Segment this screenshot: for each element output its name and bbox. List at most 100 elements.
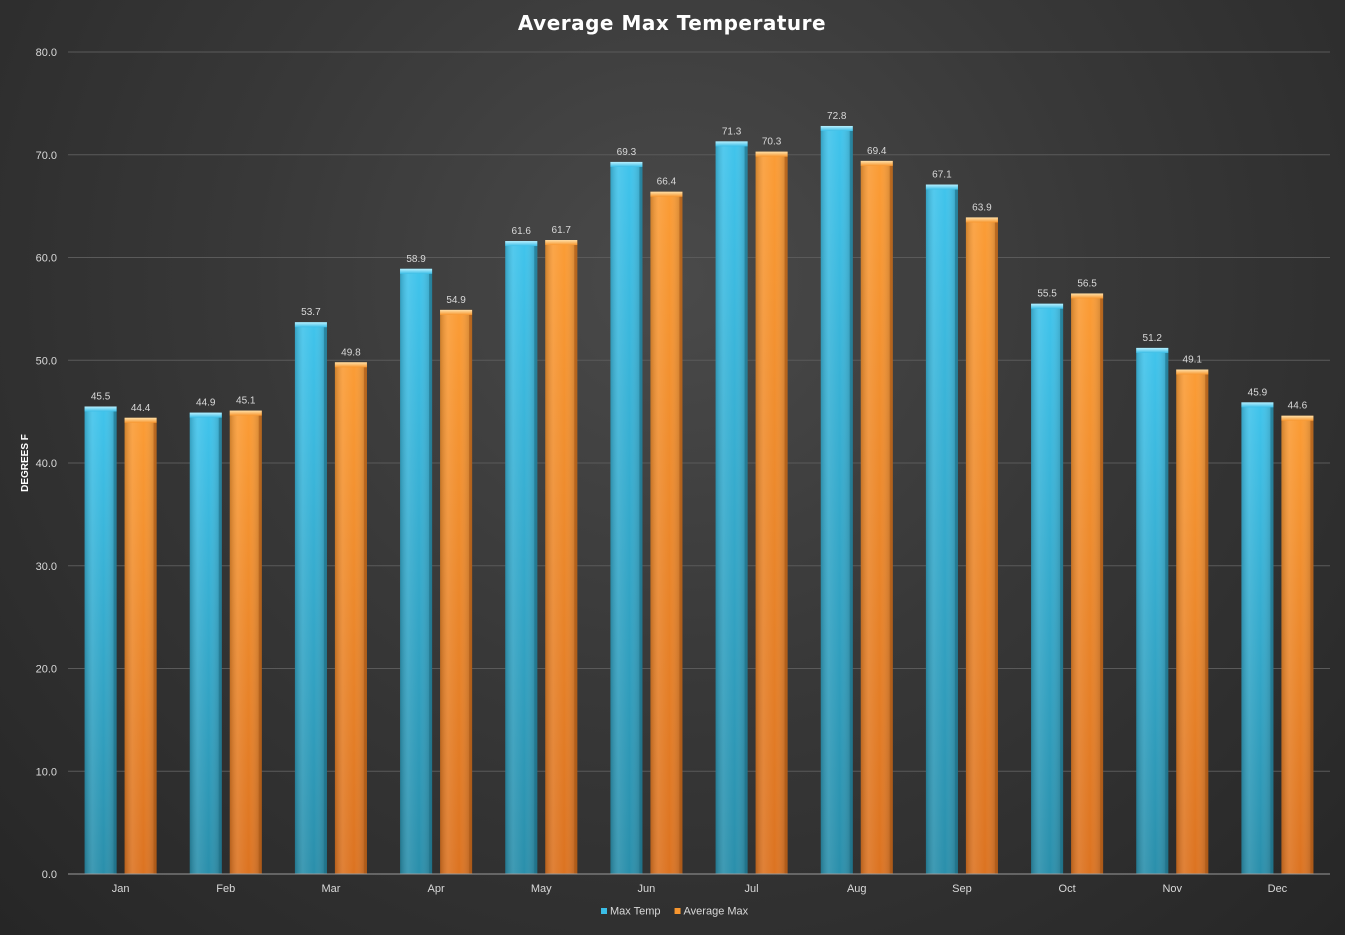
bar-edge bbox=[954, 184, 958, 875]
data-label: 67.1 bbox=[932, 170, 952, 181]
bar-edge bbox=[534, 241, 538, 874]
bar-cap bbox=[1176, 369, 1209, 375]
bar-edge bbox=[849, 125, 853, 875]
bar-edge bbox=[994, 217, 998, 875]
bar-shading bbox=[925, 184, 958, 875]
bar-edge bbox=[1165, 347, 1169, 874]
data-label: 51.2 bbox=[1143, 333, 1163, 344]
data-label: 55.5 bbox=[1037, 289, 1057, 300]
y-tick-label: 10.0 bbox=[36, 766, 57, 778]
x-category-label: Mar bbox=[321, 883, 340, 895]
bar-cap bbox=[610, 161, 643, 167]
data-label: 66.4 bbox=[657, 177, 677, 188]
legend-label: Max Temp bbox=[610, 906, 661, 918]
data-label: 71.3 bbox=[722, 126, 742, 137]
bar-edge bbox=[469, 309, 473, 875]
bar-cap bbox=[505, 241, 538, 247]
data-label: 44.9 bbox=[196, 398, 216, 409]
data-label: 72.8 bbox=[827, 111, 847, 122]
data-label: 61.7 bbox=[552, 225, 572, 236]
data-label: 53.7 bbox=[301, 307, 321, 318]
legend-swatch bbox=[601, 908, 607, 914]
y-tick-label: 50.0 bbox=[36, 355, 57, 367]
bar-cap bbox=[650, 191, 683, 197]
bar-edge bbox=[639, 161, 643, 874]
bar-edge bbox=[1310, 415, 1314, 874]
bar-shading bbox=[860, 160, 893, 875]
bar-edge bbox=[1100, 293, 1104, 874]
bar-shading bbox=[84, 406, 117, 874]
bar-shading bbox=[1241, 402, 1274, 874]
bar-shading bbox=[1281, 415, 1314, 874]
x-category-label: May bbox=[531, 883, 552, 895]
bar-edge bbox=[574, 240, 578, 875]
bar-shading bbox=[334, 362, 367, 874]
bar-cap bbox=[229, 410, 262, 416]
bar-cap bbox=[860, 160, 893, 166]
x-category-label: Dec bbox=[1268, 883, 1288, 895]
bar-cap bbox=[1031, 303, 1064, 309]
bar-cap bbox=[334, 362, 367, 368]
chart-title: Average Max Temperature bbox=[518, 11, 826, 35]
data-label: 45.1 bbox=[236, 396, 256, 407]
bar-cap bbox=[925, 184, 958, 190]
bar-edge bbox=[113, 406, 117, 874]
bar-shading bbox=[820, 125, 853, 875]
data-label: 61.6 bbox=[512, 226, 532, 237]
bar-shading bbox=[124, 417, 157, 874]
bar-shading bbox=[1176, 369, 1209, 874]
y-tick-label: 30.0 bbox=[36, 561, 57, 573]
data-label: 45.5 bbox=[91, 391, 111, 402]
x-category-label: Apr bbox=[428, 883, 445, 895]
legend: Max Temp Average Max bbox=[601, 906, 749, 918]
bar-cap bbox=[755, 151, 788, 157]
data-label: 49.1 bbox=[1183, 354, 1203, 365]
y-axis-ticks: 0.0 10.0 20.0 30.0 40.0 50.0 60.0 70.0 80.0 bbox=[36, 47, 57, 881]
data-label: 69.3 bbox=[617, 147, 637, 158]
bar-cap bbox=[400, 268, 433, 274]
data-labels: 45.5 44.4 44.9 45.1 53.7 49.8 58.9 54.9 61.6 61.7… bbox=[91, 111, 1308, 414]
data-label: 54.9 bbox=[446, 295, 466, 306]
bar-edge bbox=[679, 191, 683, 875]
bar-cap bbox=[124, 417, 157, 423]
bar-edge bbox=[363, 362, 367, 874]
bar-shading bbox=[715, 141, 748, 874]
bar-cap bbox=[440, 309, 473, 315]
bar-shading bbox=[400, 268, 433, 874]
legend-label: Average Max bbox=[684, 906, 749, 918]
data-label: 49.8 bbox=[341, 347, 361, 358]
bar-cap bbox=[820, 125, 853, 131]
data-label: 44.6 bbox=[1288, 401, 1308, 412]
bar-edge bbox=[1060, 303, 1064, 874]
x-category-label: Jun bbox=[638, 883, 656, 895]
bar-shading bbox=[650, 191, 683, 875]
x-category-label: Jul bbox=[745, 883, 759, 895]
data-label: 70.3 bbox=[762, 137, 782, 148]
bar-shading bbox=[229, 410, 262, 874]
bar-edge bbox=[744, 141, 748, 874]
y-axis-label: DEGREES F bbox=[20, 434, 31, 492]
bar-shading bbox=[610, 161, 643, 874]
bar-cap bbox=[189, 412, 222, 418]
bar-cap bbox=[84, 406, 117, 412]
y-tick-label: 40.0 bbox=[36, 458, 57, 470]
x-category-label: Aug bbox=[847, 883, 867, 895]
bar-shading bbox=[965, 217, 998, 875]
bar-shading bbox=[1071, 293, 1104, 874]
bar-shading bbox=[505, 241, 538, 874]
bar-shading bbox=[545, 240, 578, 875]
bar-edge bbox=[153, 417, 157, 874]
y-tick-label: 60.0 bbox=[36, 253, 57, 265]
data-label: 58.9 bbox=[406, 254, 426, 265]
bar-shading bbox=[1136, 347, 1169, 874]
x-category-label: Feb bbox=[216, 883, 235, 895]
bar-edge bbox=[258, 410, 262, 874]
bar-cap bbox=[965, 217, 998, 223]
x-category-label: Sep bbox=[952, 883, 972, 895]
y-tick-label: 20.0 bbox=[36, 664, 57, 676]
bar-cap bbox=[715, 141, 748, 147]
bar-cap bbox=[1071, 293, 1104, 299]
x-category-label: Nov bbox=[1162, 883, 1182, 895]
gridlines bbox=[68, 51, 1330, 772]
